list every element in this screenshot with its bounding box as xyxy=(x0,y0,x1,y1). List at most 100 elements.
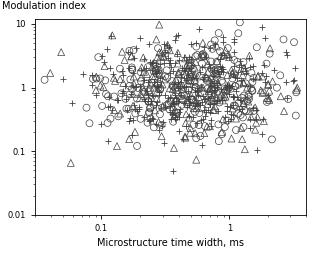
Point xyxy=(246,56,251,60)
Point xyxy=(193,90,198,94)
Point xyxy=(251,76,256,80)
Point xyxy=(156,91,161,95)
Point xyxy=(190,104,195,108)
Point xyxy=(178,107,183,111)
Point xyxy=(156,46,161,50)
Point xyxy=(191,98,196,102)
Point xyxy=(232,72,236,76)
Point xyxy=(275,86,280,90)
Point xyxy=(216,69,221,73)
Point xyxy=(244,109,249,113)
Point xyxy=(68,161,73,165)
Point xyxy=(173,38,178,42)
Point xyxy=(159,124,164,128)
Point xyxy=(155,85,160,89)
Point xyxy=(177,129,182,133)
Point xyxy=(118,77,123,81)
Point xyxy=(145,80,150,84)
Point xyxy=(157,62,162,66)
Point xyxy=(255,75,260,79)
Point xyxy=(203,76,208,80)
Point xyxy=(175,79,180,83)
Point xyxy=(247,84,252,88)
Point xyxy=(190,115,195,119)
Point xyxy=(253,117,258,121)
Point xyxy=(196,101,201,105)
Point xyxy=(149,93,154,97)
Point xyxy=(151,80,156,84)
Point xyxy=(94,76,99,81)
Point xyxy=(173,77,178,82)
Point xyxy=(167,71,172,75)
Point xyxy=(165,96,170,100)
Point xyxy=(240,73,245,77)
Point xyxy=(260,74,265,78)
Point xyxy=(168,65,173,69)
Point xyxy=(231,50,236,54)
Point xyxy=(105,121,110,125)
Point xyxy=(222,87,227,91)
Point xyxy=(180,137,185,141)
Point xyxy=(160,83,165,87)
Point xyxy=(220,117,225,121)
Point xyxy=(237,20,242,24)
Point xyxy=(230,113,235,117)
Point xyxy=(81,72,86,76)
Point xyxy=(239,107,244,112)
Point xyxy=(7,77,12,82)
Point xyxy=(207,98,212,102)
Point xyxy=(214,96,219,100)
Point xyxy=(194,136,199,140)
Point xyxy=(160,120,165,124)
Point xyxy=(98,76,103,81)
Point xyxy=(175,110,180,115)
Point xyxy=(135,86,140,90)
Point xyxy=(156,120,161,124)
Point xyxy=(115,144,119,148)
Point xyxy=(171,85,176,89)
Point xyxy=(154,71,158,75)
Point xyxy=(144,72,149,76)
Point xyxy=(181,87,186,91)
Point xyxy=(197,87,202,91)
Point xyxy=(263,74,268,78)
Point xyxy=(225,109,230,113)
Point xyxy=(228,117,233,121)
Point xyxy=(42,78,47,82)
Point xyxy=(141,115,146,119)
Point xyxy=(254,45,259,49)
Point xyxy=(183,58,188,62)
Point xyxy=(99,122,104,126)
Point xyxy=(254,108,259,112)
Point xyxy=(210,83,215,87)
Point xyxy=(250,89,255,93)
Point xyxy=(105,94,110,98)
Point xyxy=(201,54,206,58)
Point xyxy=(155,55,160,59)
Point xyxy=(61,76,66,81)
Point xyxy=(222,125,227,129)
Point xyxy=(142,97,147,101)
Point xyxy=(202,124,207,128)
Point xyxy=(170,169,175,173)
Point xyxy=(130,84,135,88)
Point xyxy=(233,84,238,88)
Point xyxy=(165,76,170,80)
Point xyxy=(125,51,130,55)
Point xyxy=(186,114,191,118)
Point xyxy=(216,89,221,93)
Point xyxy=(219,87,224,91)
Point xyxy=(156,93,161,97)
Point xyxy=(209,76,214,80)
Point xyxy=(191,123,196,127)
Point xyxy=(248,126,253,130)
Point xyxy=(193,110,197,114)
Point xyxy=(194,158,199,162)
Point xyxy=(241,81,246,85)
Point xyxy=(157,23,162,27)
Point xyxy=(156,90,161,94)
Point xyxy=(120,69,125,73)
Point xyxy=(194,86,199,90)
Point xyxy=(197,111,202,115)
Point xyxy=(153,67,158,71)
